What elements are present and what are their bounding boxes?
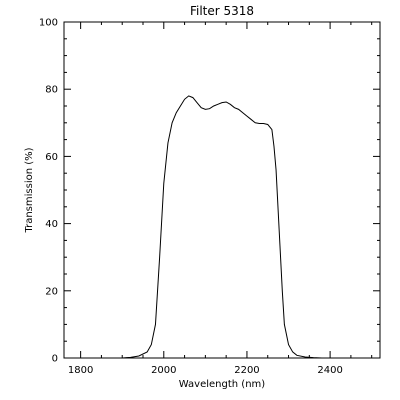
x-tick-label: 2200 <box>234 365 259 376</box>
y-axis-ticks: 0 20 40 60 80 100 <box>39 18 380 365</box>
y-axis-label: Transmission (%) <box>24 147 35 233</box>
x-axis-label: Wavelength (nm) <box>179 379 265 390</box>
x-tick-label: 1800 <box>68 365 93 376</box>
x-tick-label: 2400 <box>317 365 342 376</box>
x-axis-ticks: 1800 2000 2200 2400 <box>68 22 373 376</box>
y-tick-label: 80 <box>45 85 58 96</box>
transmission-curve <box>113 95 331 359</box>
y-tick-label: 40 <box>45 219 58 230</box>
y-tick-label: 20 <box>45 286 58 297</box>
plot-frame <box>63 21 381 359</box>
y-tick-label: 60 <box>45 152 58 163</box>
y-tick-label: 0 <box>52 354 58 365</box>
chart-title: Filter 5318 <box>190 4 254 18</box>
y-tick-label: 100 <box>39 18 58 29</box>
x-tick-label: 2000 <box>151 365 176 376</box>
